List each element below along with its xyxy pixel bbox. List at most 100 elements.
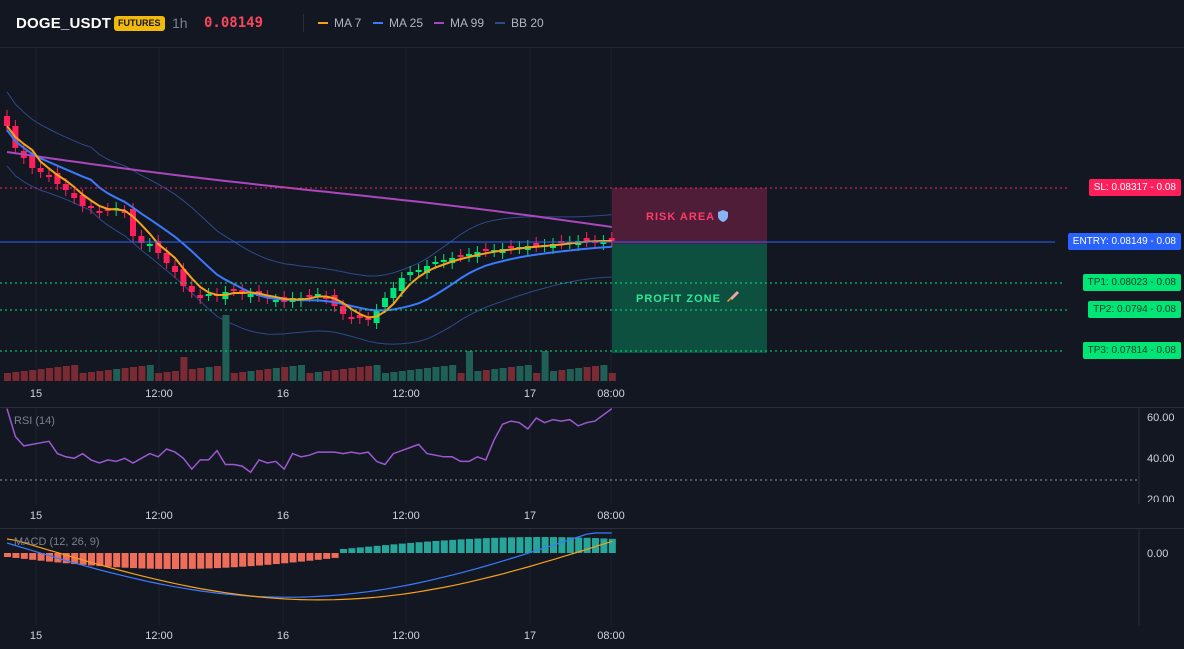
candle-body (356, 315, 363, 318)
interval-selector[interactable]: 1h (172, 15, 188, 31)
time-tick: 08:00 (597, 388, 625, 400)
pane-divider (0, 528, 1184, 529)
legend-ma7[interactable]: MA 7 (318, 16, 361, 30)
macd-hist-bar (558, 537, 566, 553)
time-tick: 15 (29, 388, 43, 400)
volume-bar (365, 366, 373, 381)
macd-hist-bar (323, 553, 331, 559)
volume-bar (323, 371, 331, 381)
time-tick: 08:00 (597, 630, 625, 642)
macd-hist-bar (155, 553, 163, 569)
candle-body (163, 253, 170, 263)
volume-bar (533, 373, 541, 381)
volume-bar (289, 366, 297, 381)
volume-bar (272, 368, 280, 381)
volume-bar (608, 373, 616, 381)
volume-bar (205, 367, 213, 381)
volume-bar (432, 367, 440, 381)
macd-line (6, 532, 612, 598)
macd-hist-bar (96, 553, 104, 567)
candle-body (323, 297, 330, 299)
macd-hist-bar (46, 553, 53, 562)
macd-hist-bar (575, 537, 583, 553)
price-chart[interactable]: RISK AREA PROFIT ZONE (0, 48, 1184, 408)
time-tick: 16 (276, 388, 290, 400)
volume-bar (62, 366, 70, 381)
volume-bar (440, 366, 448, 381)
volume-bar (155, 373, 163, 381)
macd-hist-bar (499, 537, 507, 553)
macd-hist-bar (356, 547, 364, 553)
grid (35, 48, 612, 380)
macd-hist-bar (533, 537, 541, 553)
volume-bar (46, 368, 53, 381)
legend-bb20[interactable]: BB 20 (495, 16, 544, 30)
symbol-name[interactable]: DOGE_USDT (16, 15, 112, 32)
candle-body (46, 175, 52, 177)
candle-body (314, 294, 321, 296)
candle-body (88, 206, 94, 208)
legend-ma99[interactable]: MA 99 (434, 16, 484, 30)
volume-bar (407, 370, 415, 381)
volume-bar (197, 368, 205, 381)
volume-bar (331, 370, 339, 381)
volume-bar (314, 372, 322, 381)
volume-bar (281, 367, 289, 381)
volume-bar (575, 368, 583, 381)
macd-hist-bar (264, 553, 272, 565)
candle-body (121, 211, 128, 213)
volume-bar (146, 365, 154, 381)
macd-chart[interactable] (0, 529, 1184, 625)
macd-hist-bar (432, 540, 440, 553)
volume-bar (12, 372, 20, 381)
volume-bar (600, 365, 608, 381)
time-tick: 16 (276, 630, 290, 642)
volume-bar (130, 367, 137, 381)
legend-ma25[interactable]: MA 25 (373, 16, 423, 30)
macd-hist-bar (247, 553, 255, 567)
volume-bar (516, 366, 524, 381)
candle-body (71, 193, 78, 198)
time-tick: 12:00 (145, 630, 173, 642)
volume-bar (524, 365, 532, 381)
volume-bar (508, 367, 515, 381)
macd-hist-bar (407, 542, 415, 553)
volume-bar (163, 372, 171, 381)
macd-hist-bar (230, 553, 238, 568)
macd-hist-bar (79, 553, 87, 565)
volume-bar (499, 368, 507, 381)
macd-hist-bar (373, 545, 381, 553)
candle-body (197, 295, 204, 298)
candle-body (79, 195, 86, 206)
volume-bar (474, 371, 482, 381)
candle-body (340, 306, 346, 314)
volume-bar (550, 371, 557, 381)
macd-hist-bar (348, 548, 356, 553)
risk-zone (612, 188, 767, 244)
rsi-chart[interactable] (0, 408, 1184, 504)
legend-label: MA 99 (450, 16, 485, 30)
macd-hist-bar (188, 553, 196, 569)
last-price: 0.08149 (204, 15, 264, 31)
candles (4, 110, 615, 329)
macd-hist-bar (524, 537, 532, 553)
macd-hist-bar (491, 537, 499, 553)
candle-body (508, 246, 514, 248)
sl-label: SL: 0.08317 - 0.08 (1088, 179, 1181, 196)
volume-bar (583, 367, 591, 381)
macd-hist-bar (365, 546, 373, 553)
macd-hist-bar (314, 553, 322, 560)
profit-zone (612, 244, 767, 353)
macd-hist-bar (256, 553, 263, 566)
tp3-label: TP3: 0.07814 - 0.08 (1082, 342, 1181, 359)
volume-bar (415, 369, 423, 381)
macd-hist-bar (239, 553, 247, 567)
candle-body (583, 238, 590, 241)
macd-hist-bar (331, 553, 339, 558)
shield-icon (718, 210, 728, 222)
macd-hist-bar (600, 538, 608, 553)
candle-body (155, 241, 162, 253)
candle-body (205, 294, 212, 296)
time-tick: 16 (276, 510, 290, 522)
candle-body (407, 272, 414, 275)
